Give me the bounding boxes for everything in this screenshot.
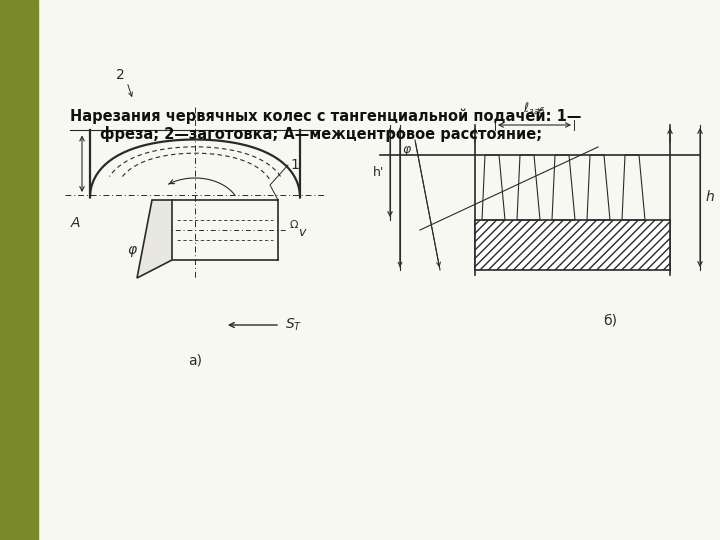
Text: $S_T$: $S_T$: [285, 317, 302, 333]
Text: φ: φ: [403, 144, 411, 157]
Text: Нарезания червячных колес с тангенциальной подачей: 1—: Нарезания червячных колес с тангенциальн…: [70, 108, 581, 124]
Bar: [0, 0, 38, 540]
Text: 2: 2: [116, 68, 125, 82]
Text: 1: 1: [291, 158, 300, 172]
Text: а): а): [188, 353, 202, 367]
Text: h': h': [373, 165, 384, 179]
Text: h: h: [706, 190, 715, 204]
Text: A: A: [71, 216, 80, 230]
Text: б): б): [603, 313, 617, 327]
Text: Ω: Ω: [290, 220, 299, 230]
Bar: [475, 220, 670, 270]
Text: v: v: [298, 226, 305, 240]
Text: $\ell_{заб}$: $\ell_{заб}$: [523, 101, 546, 117]
Text: φ: φ: [127, 243, 137, 257]
Text: фреза; 2—заготовка; А—межцентровое расстояние;: фреза; 2—заготовка; А—межцентровое расст…: [100, 126, 542, 142]
Polygon shape: [137, 200, 172, 278]
